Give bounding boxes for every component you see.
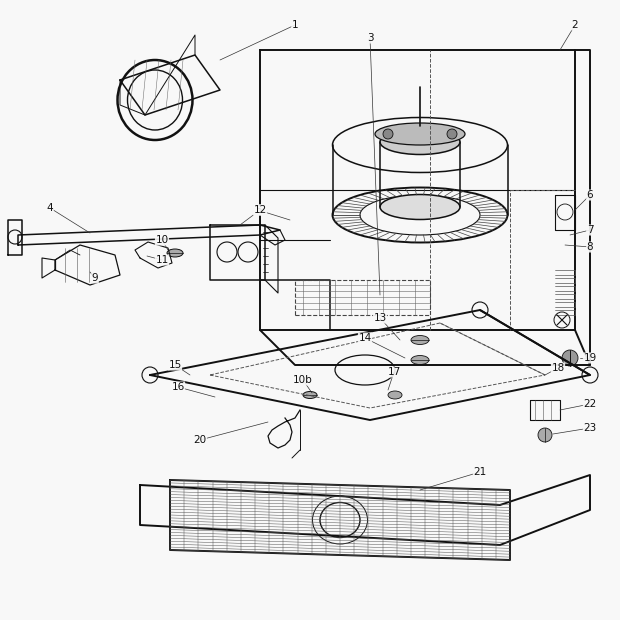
Text: 6: 6 — [587, 190, 593, 200]
Text: 15: 15 — [169, 360, 182, 370]
Circle shape — [538, 428, 552, 442]
Text: 12: 12 — [254, 205, 267, 215]
Text: 8: 8 — [587, 242, 593, 252]
Circle shape — [562, 350, 578, 366]
Text: 2: 2 — [572, 20, 578, 30]
Text: 10b: 10b — [293, 375, 313, 385]
Text: 21: 21 — [474, 467, 487, 477]
Text: 5: 5 — [255, 205, 261, 215]
Text: 11: 11 — [156, 255, 169, 265]
Text: 20: 20 — [193, 435, 206, 445]
Circle shape — [383, 129, 393, 139]
Ellipse shape — [411, 335, 429, 345]
Text: 9: 9 — [92, 273, 99, 283]
Text: 18: 18 — [551, 363, 565, 373]
Ellipse shape — [320, 502, 360, 538]
Text: 16: 16 — [171, 382, 185, 392]
Ellipse shape — [303, 391, 317, 399]
Text: 4: 4 — [46, 203, 53, 213]
Circle shape — [447, 129, 457, 139]
Text: 7: 7 — [587, 225, 593, 235]
Text: 3: 3 — [366, 33, 373, 43]
Text: 1: 1 — [291, 20, 298, 30]
Text: 22: 22 — [583, 399, 596, 409]
Ellipse shape — [388, 391, 402, 399]
Ellipse shape — [380, 130, 460, 154]
Ellipse shape — [375, 123, 465, 145]
Ellipse shape — [380, 195, 460, 219]
Text: 14: 14 — [358, 333, 371, 343]
Ellipse shape — [411, 355, 429, 365]
Text: 19: 19 — [583, 353, 596, 363]
Text: 13: 13 — [373, 313, 387, 323]
Text: 10: 10 — [156, 235, 169, 245]
Text: 23: 23 — [583, 423, 596, 433]
Ellipse shape — [167, 249, 183, 257]
Text: 17: 17 — [388, 367, 401, 377]
